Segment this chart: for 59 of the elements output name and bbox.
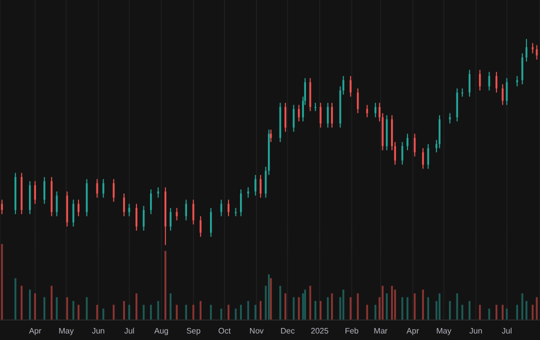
candlestick xyxy=(96,178,98,198)
candlestick xyxy=(284,102,286,132)
candlestick xyxy=(478,69,481,91)
candlestick xyxy=(43,176,46,204)
candlestick xyxy=(320,102,322,128)
candlestick xyxy=(150,188,152,215)
candlestick xyxy=(298,104,300,122)
candlestick xyxy=(1,199,3,215)
candlestick xyxy=(260,174,262,198)
candlestick xyxy=(532,42,534,54)
candlestick xyxy=(210,207,212,238)
x-tick-label: Jun xyxy=(469,326,482,336)
candlestick xyxy=(422,148,424,170)
candlestick xyxy=(406,133,408,151)
x-tick-label: Jul xyxy=(124,326,135,336)
candlestick xyxy=(496,71,498,94)
candlestick xyxy=(516,76,518,87)
candlestick xyxy=(374,102,376,118)
candlestick xyxy=(72,199,74,228)
x-tick-label: May xyxy=(436,326,452,336)
candlestick xyxy=(136,203,138,232)
candlestick xyxy=(192,199,194,225)
x-tick-label: Jun xyxy=(92,326,105,336)
candlestick xyxy=(342,76,344,96)
x-tick-label: Apr xyxy=(406,326,420,336)
candlestick xyxy=(502,84,504,106)
candlestick xyxy=(228,199,230,217)
x-tick-label: Aug xyxy=(154,326,168,336)
candlestick xyxy=(123,193,125,217)
x-tick-label: 2025 xyxy=(310,326,330,336)
candlestick xyxy=(331,102,333,128)
x-tick-label: Jul xyxy=(502,326,512,336)
candlestick xyxy=(157,186,160,198)
candlestick xyxy=(170,207,172,232)
candlestick xyxy=(270,129,272,143)
x-tick-label: Feb xyxy=(344,326,360,336)
x-tick-label: Mar xyxy=(374,326,388,336)
candlestick xyxy=(526,38,528,62)
candlestick xyxy=(356,88,359,114)
candlestick xyxy=(34,180,36,204)
x-tick-label: May xyxy=(58,326,74,336)
candlestick xyxy=(78,199,80,217)
candlestick xyxy=(326,102,329,128)
candlestick xyxy=(366,104,368,118)
candlestick xyxy=(254,174,256,196)
candlestick xyxy=(427,144,430,170)
x-tick-label: Apr xyxy=(28,326,42,336)
x-tick-label: Nov xyxy=(249,326,264,336)
candlestick xyxy=(448,112,451,124)
candlestick xyxy=(185,199,188,221)
candlestick xyxy=(247,186,250,198)
x-tick-label: Oct xyxy=(218,326,232,336)
candlestick xyxy=(468,69,470,98)
x-tick-label: Dec xyxy=(280,326,295,336)
candlestick xyxy=(102,178,104,198)
candlestick xyxy=(200,216,202,238)
candlestick xyxy=(240,188,242,217)
candlestick xyxy=(350,76,352,98)
x-tick-label: Sep xyxy=(186,326,202,336)
